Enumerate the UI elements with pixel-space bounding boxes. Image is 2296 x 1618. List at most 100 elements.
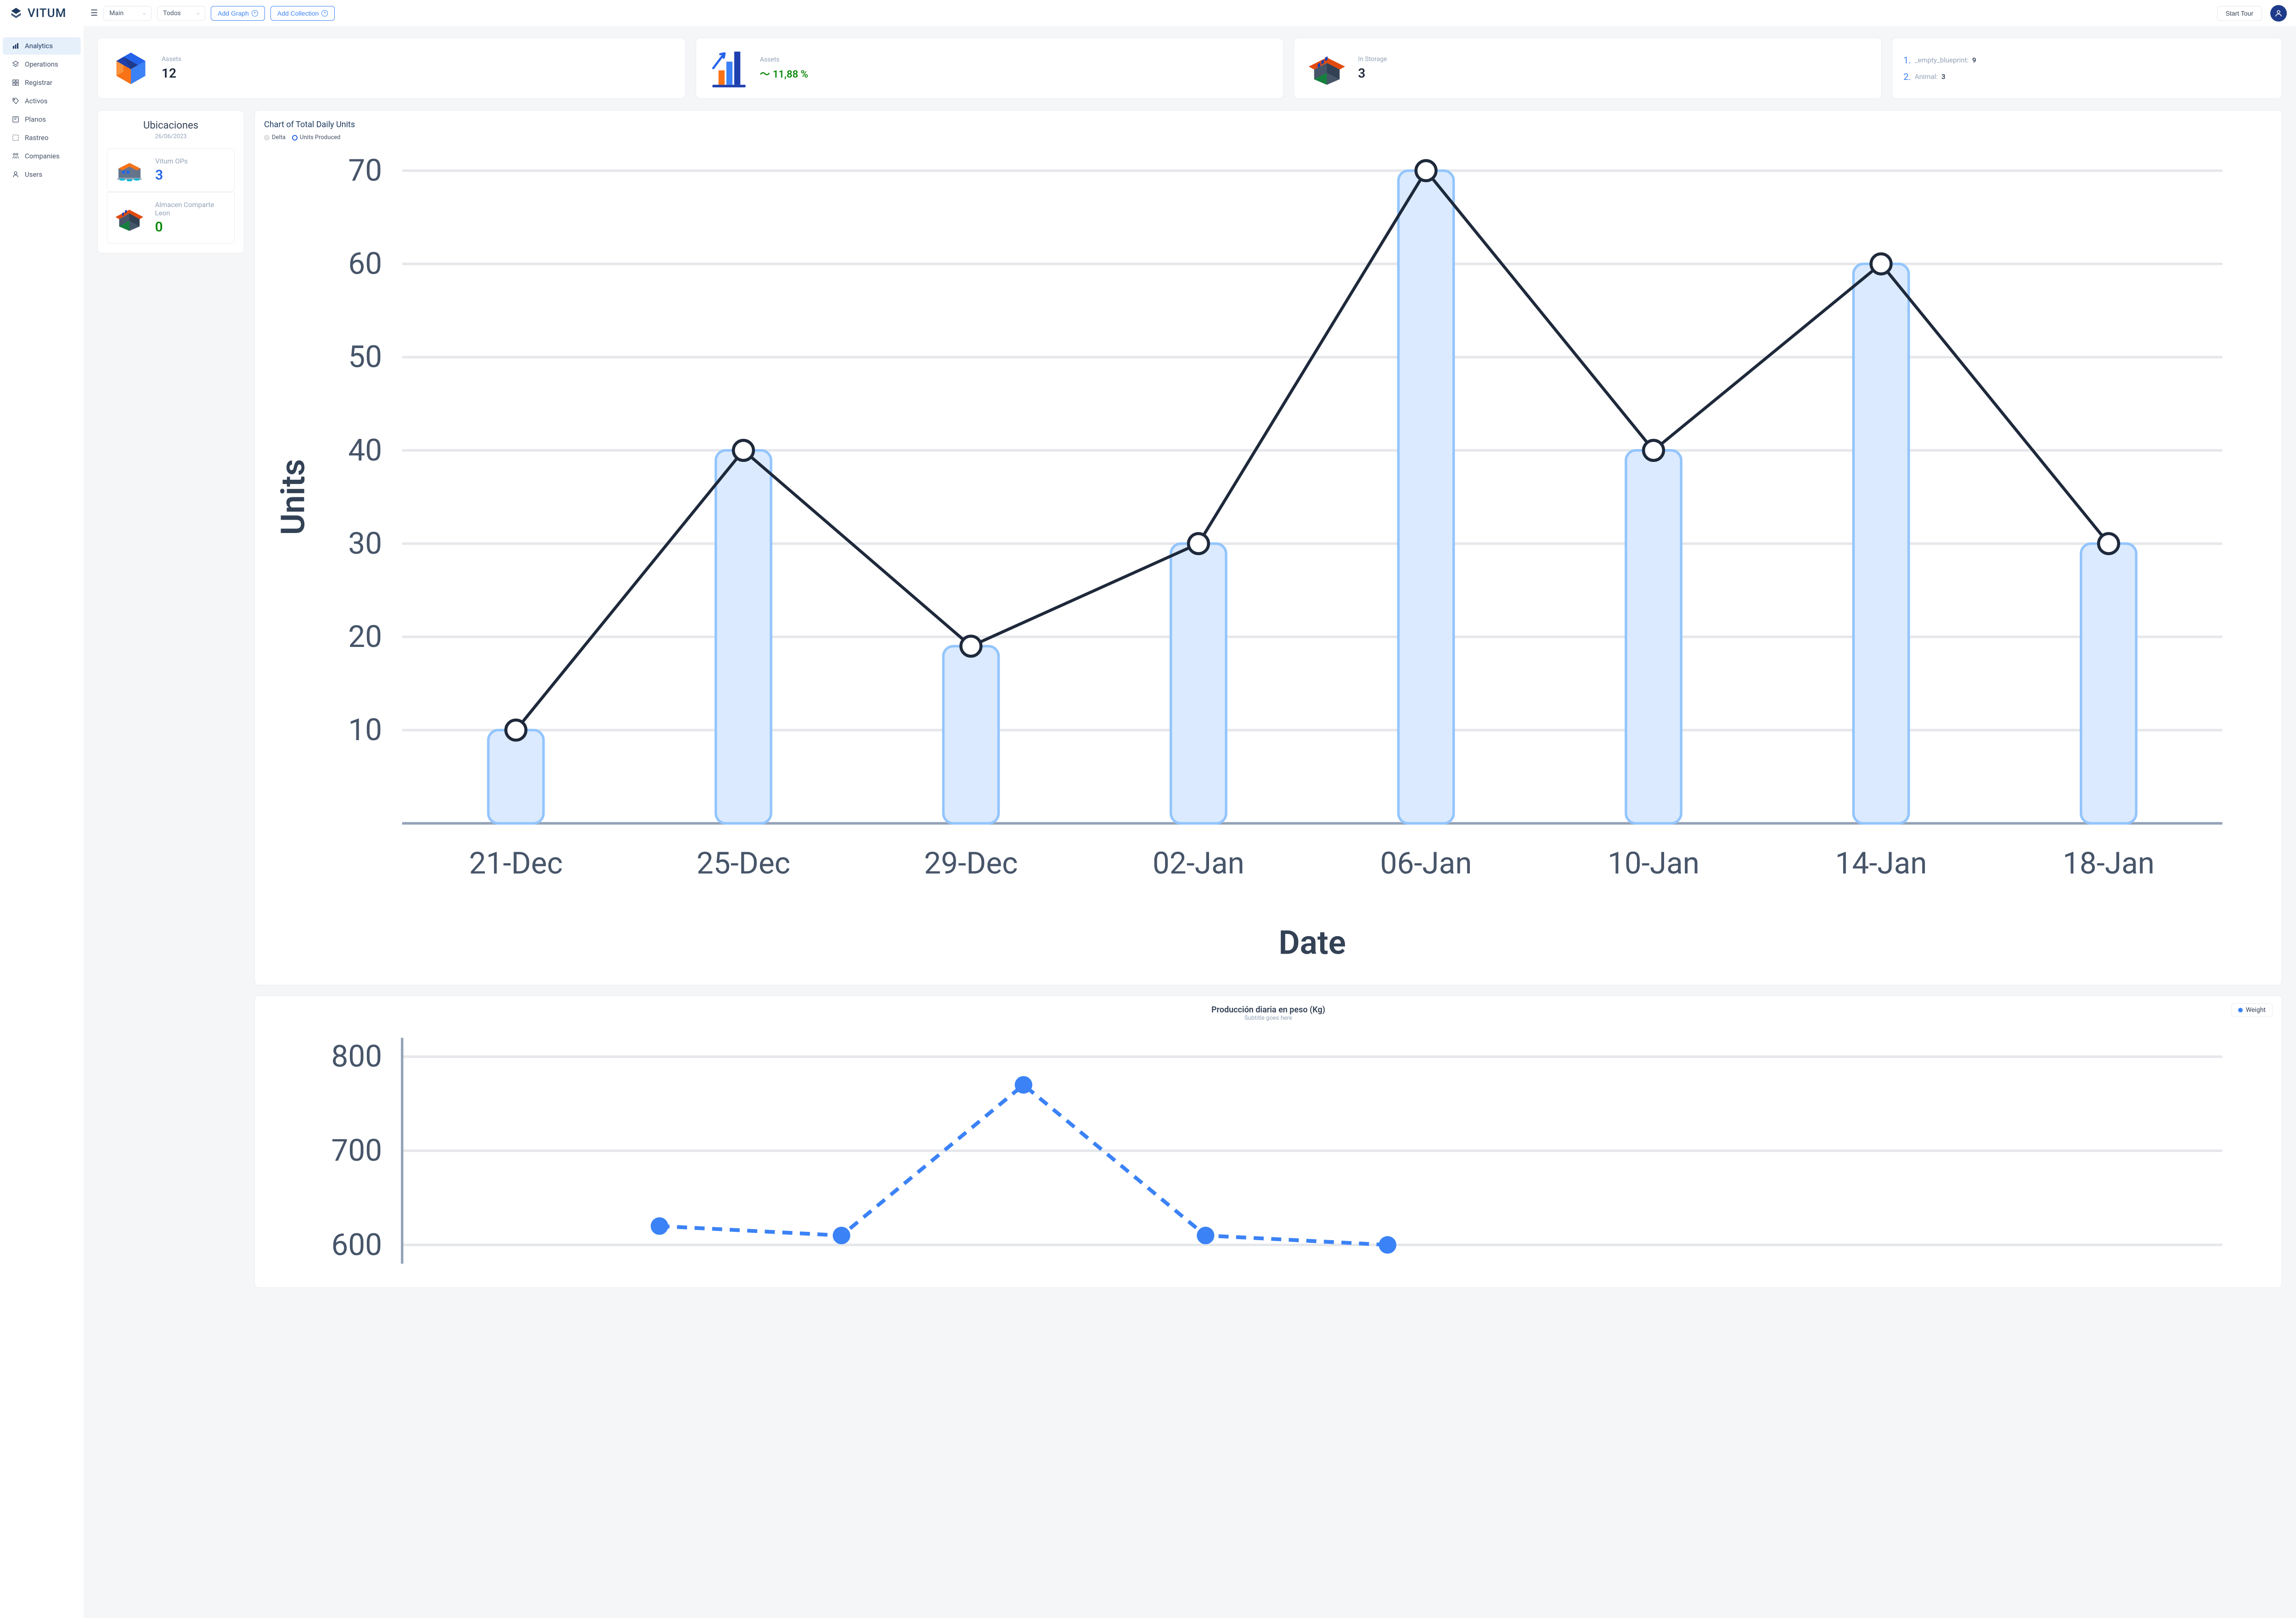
svg-text:10: 10 <box>348 713 382 748</box>
svg-text:600: 600 <box>331 1228 382 1263</box>
svg-text:40: 40 <box>348 433 382 468</box>
plus-icon: + <box>252 10 258 17</box>
chart-title: Chart of Total Daily Units <box>264 120 2273 129</box>
warehouse-icon <box>1305 46 1349 90</box>
logo-icon <box>9 6 23 20</box>
svg-text:20: 20 <box>348 619 382 655</box>
svg-text:25-Dec: 25-Dec <box>697 846 790 882</box>
nav-label: Rastreo <box>25 134 49 142</box>
locations-title: Ubicaciones <box>107 120 235 131</box>
svg-text:29-Dec: 29-Dec <box>924 846 1018 882</box>
kpi-storage: In Storage 3 <box>1294 38 1882 99</box>
location-item[interactable]: Almacen Comparte Leon 0 <box>107 192 235 244</box>
trend-up-icon: 〜 <box>760 69 770 80</box>
sidebar: Analytics Operations Registrar Activos P… <box>0 26 84 1618</box>
logo-section: VITUM <box>9 6 85 20</box>
sidebar-item-companies[interactable]: Companies <box>3 147 81 165</box>
nav-label: Companies <box>25 152 60 160</box>
chart2-subtitle: Subtitle goes here <box>264 1015 2273 1022</box>
chart-legend: Delta Units Produced <box>264 134 2273 141</box>
locations-card: Ubicaciones 26/06/2023 <box>97 110 244 253</box>
kpi-value: 12 <box>162 66 181 81</box>
location-name: Vitum OPs <box>155 157 188 165</box>
user-avatar[interactable] <box>2270 5 2287 22</box>
kpi-label: Assets <box>162 56 181 63</box>
svg-text:60: 60 <box>348 247 382 282</box>
sidebar-item-users[interactable]: Users <box>3 166 81 183</box>
svg-text:18-Jan: 18-Jan <box>2063 846 2155 882</box>
brand-name: VITUM <box>28 6 66 20</box>
warehouse-icon <box>111 205 148 231</box>
svg-text:800: 800 <box>331 1039 382 1074</box>
chart-icon <box>707 46 751 90</box>
tracking-icon <box>12 134 19 141</box>
svg-text:50: 50 <box>348 340 382 375</box>
legend-weight[interactable]: Weight <box>2231 1003 2273 1017</box>
location-value: 0 <box>155 219 231 235</box>
users-icon <box>12 171 19 178</box>
sidebar-item-analytics[interactable]: Analytics <box>3 37 81 55</box>
filter-select[interactable]: Todos <box>157 6 205 21</box>
header: VITUM ☰ Main Todos Add Graph+ Add Collec… <box>0 0 2296 26</box>
tag-icon <box>12 97 19 105</box>
analytics-icon <box>12 42 19 50</box>
location-item[interactable]: Vitum OPs 3 <box>107 148 235 192</box>
nav-label: Activos <box>25 97 48 105</box>
kpi-value: 3 <box>1358 66 1387 81</box>
sidebar-item-planos[interactable]: Planos <box>3 111 81 128</box>
nav-label: Users <box>25 170 42 179</box>
kpi-label: Assets <box>760 56 808 63</box>
sidebar-item-activos[interactable]: Activos <box>3 92 81 110</box>
sidebar-item-operations[interactable]: Operations <box>3 56 81 73</box>
plus-icon: + <box>321 10 328 17</box>
add-graph-button[interactable]: Add Graph+ <box>211 6 265 21</box>
legend-delta[interactable]: Delta <box>264 134 286 141</box>
cube-icon <box>109 46 152 90</box>
sidebar-item-rastreo[interactable]: Rastreo <box>3 129 81 146</box>
start-tour-button[interactable]: Start Tour <box>2217 6 2262 21</box>
locations-date: 26/06/2023 <box>107 133 235 140</box>
svg-text:700: 700 <box>331 1134 382 1169</box>
svg-text:06-Jan: 06-Jan <box>1380 846 1472 882</box>
svg-text:10-Jan: 10-Jan <box>1608 846 1699 882</box>
kpi-label: In Storage <box>1358 56 1387 63</box>
nav-label: Analytics <box>25 42 53 50</box>
nav-label: Registrar <box>25 79 52 87</box>
legend-dot-icon <box>292 135 298 140</box>
nav-label: Planos <box>25 115 46 124</box>
workspace-select[interactable]: Main <box>103 6 152 21</box>
building-icon <box>12 152 19 160</box>
chart2-canvas: 600 700 800 <box>264 1025 2273 1276</box>
kpi-assets: Assets 12 <box>97 38 686 99</box>
svg-text:21-Dec: 21-Dec <box>469 846 563 882</box>
chart-canvas: 10 20 30 40 50 60 70 21-Dec 25-Dec 29-Dec 02-Jan 06… <box>264 146 2273 974</box>
kpi-row: Assets 12 Assets <box>97 38 2282 99</box>
kpi-list-card: 1. _empty_blueprint: 9 2. Animal: 3 <box>1892 38 2282 99</box>
svg-text:Units: Units <box>274 459 312 535</box>
legend-dot-icon <box>2238 1008 2243 1012</box>
list-item: 2. Animal: 3 <box>1903 71 1976 82</box>
chart-weight: Producción diaria en peso (Kg) Subtitle … <box>254 995 2282 1288</box>
chart-daily-units: Chart of Total Daily Units Delta Units P… <box>254 110 2282 985</box>
user-icon <box>2274 9 2283 17</box>
location-value: 3 <box>155 167 188 183</box>
registrar-icon <box>12 79 19 86</box>
blueprint-icon <box>12 116 19 123</box>
svg-text:02-Jan: 02-Jan <box>1153 846 1244 882</box>
menu-toggle-icon[interactable]: ☰ <box>90 8 98 18</box>
kpi-value: 〜11,88 % <box>760 66 808 81</box>
svg-text:Date: Date <box>1278 924 1346 962</box>
svg-text:14-Jan: 14-Jan <box>1835 846 1927 882</box>
svg-text:30: 30 <box>348 526 382 562</box>
nav-label: Operations <box>25 60 58 68</box>
svg-text:70: 70 <box>348 153 382 189</box>
chart2-title: Producción diaria en peso (Kg) <box>264 1005 2273 1015</box>
operations-icon <box>12 61 19 68</box>
add-collection-button[interactable]: Add Collection+ <box>270 6 335 21</box>
legend-units[interactable]: Units Produced <box>292 134 340 141</box>
location-name: Almacen Comparte Leon <box>155 201 231 217</box>
sidebar-item-registrar[interactable]: Registrar <box>3 74 81 91</box>
kpi-growth: Assets 〜11,88 % <box>696 38 1284 99</box>
factory-icon <box>111 157 148 183</box>
main-content: Assets 12 Assets <box>84 26 2296 1618</box>
